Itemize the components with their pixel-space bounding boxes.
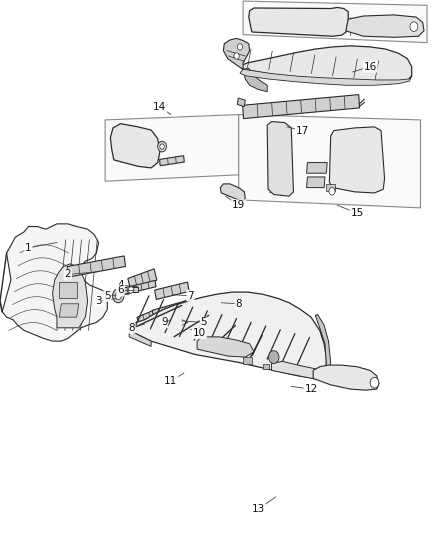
Text: 1: 1	[25, 243, 32, 253]
Polygon shape	[242, 46, 412, 83]
Text: 12: 12	[304, 384, 318, 394]
Polygon shape	[155, 282, 189, 300]
Text: 17: 17	[296, 126, 309, 135]
Circle shape	[237, 44, 243, 50]
Polygon shape	[272, 361, 326, 381]
Polygon shape	[329, 127, 385, 193]
Text: 2: 2	[64, 270, 71, 279]
Polygon shape	[105, 115, 239, 181]
Polygon shape	[128, 269, 157, 290]
Polygon shape	[159, 156, 184, 166]
Text: 7: 7	[187, 291, 194, 301]
Text: 4: 4	[117, 280, 124, 290]
Polygon shape	[220, 184, 245, 201]
Polygon shape	[307, 177, 325, 188]
Text: 11: 11	[164, 376, 177, 386]
Polygon shape	[137, 310, 156, 325]
Text: 13: 13	[252, 504, 265, 514]
Text: 19: 19	[232, 200, 245, 210]
Text: 5: 5	[104, 291, 111, 301]
Circle shape	[268, 351, 279, 364]
Circle shape	[370, 377, 379, 388]
Text: 8: 8	[128, 323, 135, 333]
Polygon shape	[243, 1, 427, 43]
Circle shape	[158, 141, 166, 152]
Text: 10: 10	[193, 328, 206, 338]
Polygon shape	[326, 184, 335, 191]
Polygon shape	[239, 115, 420, 208]
Polygon shape	[237, 98, 245, 107]
Text: 9: 9	[161, 318, 168, 327]
Polygon shape	[223, 38, 250, 69]
Text: 5: 5	[200, 318, 207, 327]
Polygon shape	[249, 7, 348, 36]
Circle shape	[115, 292, 121, 300]
Circle shape	[113, 289, 124, 303]
Polygon shape	[129, 330, 151, 346]
Circle shape	[160, 144, 164, 149]
Polygon shape	[243, 357, 252, 364]
Text: 14: 14	[153, 102, 166, 111]
Circle shape	[128, 287, 134, 293]
Polygon shape	[346, 15, 424, 37]
Polygon shape	[307, 163, 327, 173]
Text: 16: 16	[364, 62, 377, 71]
Polygon shape	[129, 287, 138, 292]
Polygon shape	[207, 295, 226, 309]
Circle shape	[234, 53, 239, 59]
Polygon shape	[243, 68, 267, 92]
Polygon shape	[110, 124, 160, 168]
Text: 15: 15	[350, 208, 364, 218]
Text: 6: 6	[117, 286, 124, 295]
Polygon shape	[129, 292, 326, 381]
Polygon shape	[182, 313, 196, 321]
Polygon shape	[315, 314, 331, 381]
Circle shape	[329, 188, 335, 195]
Polygon shape	[313, 365, 379, 390]
Circle shape	[410, 22, 418, 31]
Polygon shape	[240, 69, 412, 85]
Polygon shape	[59, 282, 77, 298]
Polygon shape	[166, 301, 202, 315]
Polygon shape	[152, 300, 191, 321]
Polygon shape	[2, 224, 107, 341]
Polygon shape	[120, 280, 156, 295]
Polygon shape	[197, 337, 254, 357]
Polygon shape	[53, 264, 88, 328]
Text: 8: 8	[235, 299, 242, 309]
Text: 3: 3	[95, 296, 102, 306]
Polygon shape	[59, 304, 79, 317]
Polygon shape	[182, 323, 194, 329]
Polygon shape	[67, 256, 126, 277]
Polygon shape	[243, 95, 360, 118]
Polygon shape	[263, 364, 269, 369]
Polygon shape	[267, 122, 293, 196]
